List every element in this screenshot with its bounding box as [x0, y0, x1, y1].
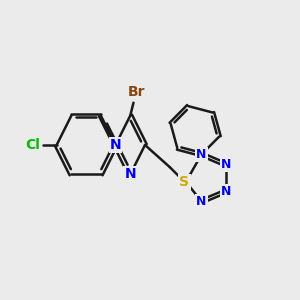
Text: N: N: [110, 138, 122, 152]
Text: S: S: [179, 175, 190, 189]
Text: Cl: Cl: [25, 138, 40, 152]
Text: Br: Br: [128, 85, 145, 99]
Text: N: N: [221, 185, 231, 198]
Text: N: N: [196, 195, 207, 208]
Text: N: N: [221, 158, 231, 171]
Text: N: N: [124, 167, 136, 182]
Text: N: N: [196, 148, 207, 161]
